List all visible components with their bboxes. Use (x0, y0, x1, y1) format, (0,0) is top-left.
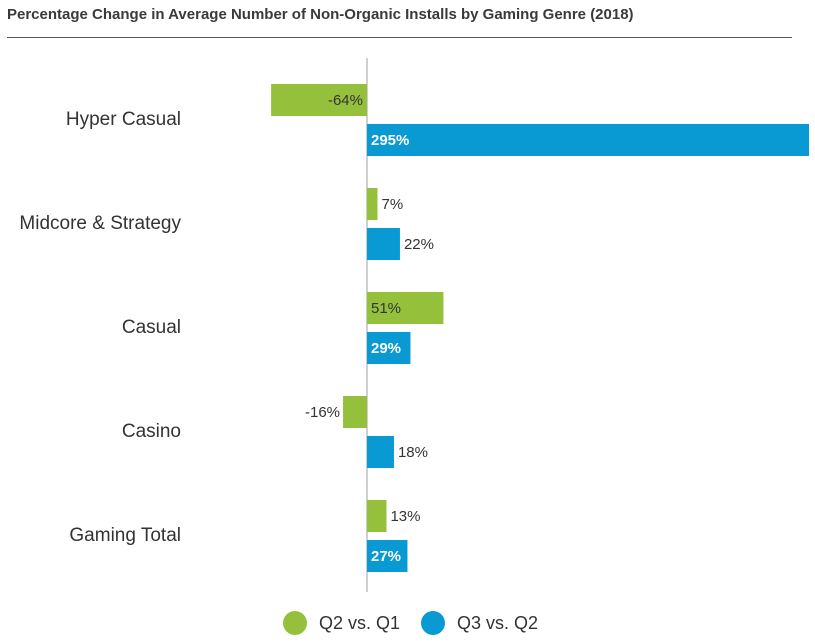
category-label-gaming-total: Gaming Total (69, 525, 181, 546)
title-divider (7, 37, 792, 38)
bar-chart: Hyper Casual -64% 295% Midcore & Strategy 7%… (19, 58, 809, 592)
legend-swatch-q2-vs-q1 (283, 611, 307, 635)
category-label-casual: Casual (122, 317, 181, 338)
bar-q3-vs-q2-midcore-and-strategy (367, 228, 400, 260)
category-label-midcore-and-strategy: Midcore & Strategy (19, 213, 181, 234)
chart-legend: Q2 vs. Q1 Q3 vs. Q2 (0, 608, 815, 638)
chart-title: Percentage Change in Average Number of N… (7, 6, 634, 23)
legend-label-q3-vs-q2: Q3 vs. Q2 (457, 612, 539, 633)
data-label-q2-vs-q1-gaming-total: 13% (390, 508, 420, 525)
data-label-q3-vs-q2-casino: 18% (398, 444, 428, 461)
bar-q2-vs-q1-hyper-casual (271, 84, 367, 116)
data-label-q2-vs-q1-midcore-and-strategy: 7% (381, 196, 403, 213)
data-label-q3-vs-q2-midcore-and-strategy: 22% (404, 236, 434, 253)
bar-q3-vs-q2-gaming-total (367, 540, 408, 572)
bar-q3-vs-q2-casino (367, 436, 394, 468)
legend-swatch-q3-vs-q2 (421, 611, 445, 635)
bar-q2-vs-q1-gaming-total (367, 500, 387, 532)
category-label-hyper-casual: Hyper Casual (66, 109, 181, 130)
category-label-casino: Casino (122, 421, 181, 442)
legend-label-q2-vs-q1: Q2 vs. Q1 (319, 612, 401, 633)
data-label-q3-vs-q2-gaming-total: 27% (371, 548, 401, 565)
bar-q2-vs-q1-casual (367, 292, 444, 324)
bar-q3-vs-q2-casual (367, 332, 411, 364)
legend-item-q2-vs-q1: Q2 vs. Q1 (283, 608, 400, 638)
bar-q2-vs-q1-casino (343, 396, 367, 428)
bar-q2-vs-q1-midcore-and-strategy (367, 188, 378, 220)
data-label-q3-vs-q2-hyper-casual: 295% (371, 132, 409, 149)
legend-item-q3-vs-q2: Q3 vs. Q2 (421, 608, 538, 638)
data-label-q2-vs-q1-casino: -16% (305, 404, 340, 421)
bar-q3-vs-q2-hyper-casual (367, 124, 809, 156)
data-label-q2-vs-q1-hyper-casual: -64% (328, 92, 363, 109)
data-label-q3-vs-q2-casual: 29% (371, 340, 401, 357)
data-label-q2-vs-q1-casual: 51% (371, 300, 401, 317)
